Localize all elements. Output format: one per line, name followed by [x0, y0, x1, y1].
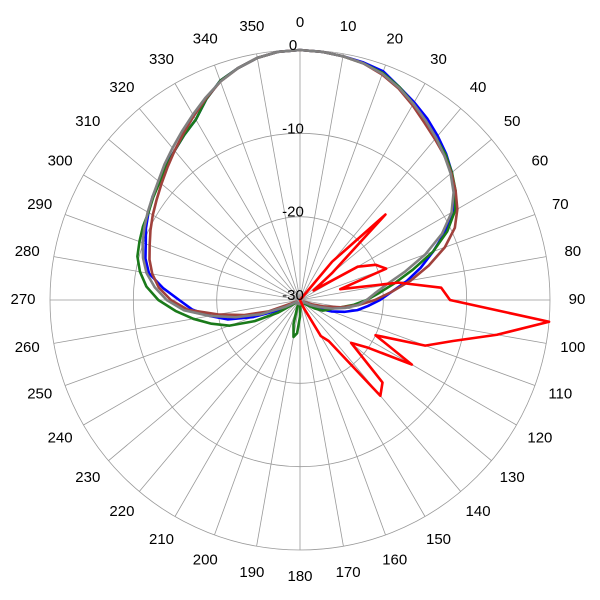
grid-spoke — [83, 299, 301, 426]
angle-label: 220 — [109, 503, 134, 520]
angle-label: 270 — [10, 291, 35, 308]
angle-label: 290 — [27, 196, 52, 213]
grid-spoke — [299, 53, 344, 301]
angle-label: 310 — [75, 113, 100, 130]
angle-label: 350 — [239, 18, 264, 35]
angle-label: 330 — [149, 51, 174, 68]
angle-label: 170 — [336, 564, 361, 581]
angle-label: 0 — [296, 14, 304, 31]
angle-label: 40 — [470, 79, 487, 96]
grid-spoke — [53, 299, 301, 344]
grid-spoke — [53, 256, 301, 301]
angle-label: 260 — [15, 339, 40, 356]
angle-label: 340 — [193, 31, 218, 48]
grid-spoke — [214, 64, 301, 301]
angle-label: 100 — [560, 339, 585, 356]
angle-label: 250 — [27, 386, 52, 403]
grid-spoke — [299, 64, 386, 301]
grid-spoke — [256, 299, 301, 547]
grid-spoke — [256, 53, 301, 301]
angle-label: 320 — [109, 79, 134, 96]
grid-spoke — [214, 299, 301, 536]
angle-label: 180 — [287, 568, 312, 585]
angle-label: 50 — [504, 113, 521, 130]
angle-label: 30 — [430, 51, 447, 68]
angle-label: 200 — [193, 551, 218, 568]
series-line — [141, 48, 455, 319]
grid-spoke — [108, 138, 301, 301]
angle-label: 280 — [15, 243, 40, 260]
grid-spoke — [299, 83, 426, 301]
angle-label: 80 — [564, 243, 581, 260]
angle-label: 240 — [48, 429, 73, 446]
angle-label: 20 — [386, 31, 403, 48]
grid-spoke — [138, 108, 301, 301]
radial-label: -10 — [282, 120, 304, 137]
angle-label: 110 — [548, 386, 572, 403]
grid-spoke — [299, 256, 547, 301]
angle-label: 300 — [48, 152, 73, 169]
grid-spoke — [138, 299, 301, 492]
angle-label: 90 — [569, 291, 586, 308]
grid-spoke — [299, 299, 386, 536]
radial-label: 0 — [289, 37, 297, 54]
angle-label: 140 — [466, 503, 491, 520]
angle-label: 190 — [239, 564, 264, 581]
angle-label: 230 — [75, 469, 100, 486]
angle-label: 130 — [500, 469, 525, 486]
radial-label: -20 — [282, 204, 304, 221]
grid-spoke — [108, 299, 301, 462]
angle-label: 160 — [382, 551, 407, 568]
grid-spoke — [64, 214, 301, 301]
grid-spoke — [299, 214, 536, 301]
grid-spoke — [299, 299, 492, 462]
series-line — [298, 213, 551, 398]
angle-label: 70 — [552, 196, 569, 213]
angle-label: 10 — [340, 18, 357, 35]
grid-spoke — [299, 299, 344, 547]
radial-label: -30 — [282, 287, 304, 304]
angle-label: 120 — [527, 429, 552, 446]
angle-label: 60 — [532, 152, 549, 169]
angle-label: 210 — [149, 531, 174, 548]
grid-spoke — [174, 299, 301, 517]
angle-label: 150 — [426, 531, 451, 548]
grid-spoke — [83, 174, 301, 301]
